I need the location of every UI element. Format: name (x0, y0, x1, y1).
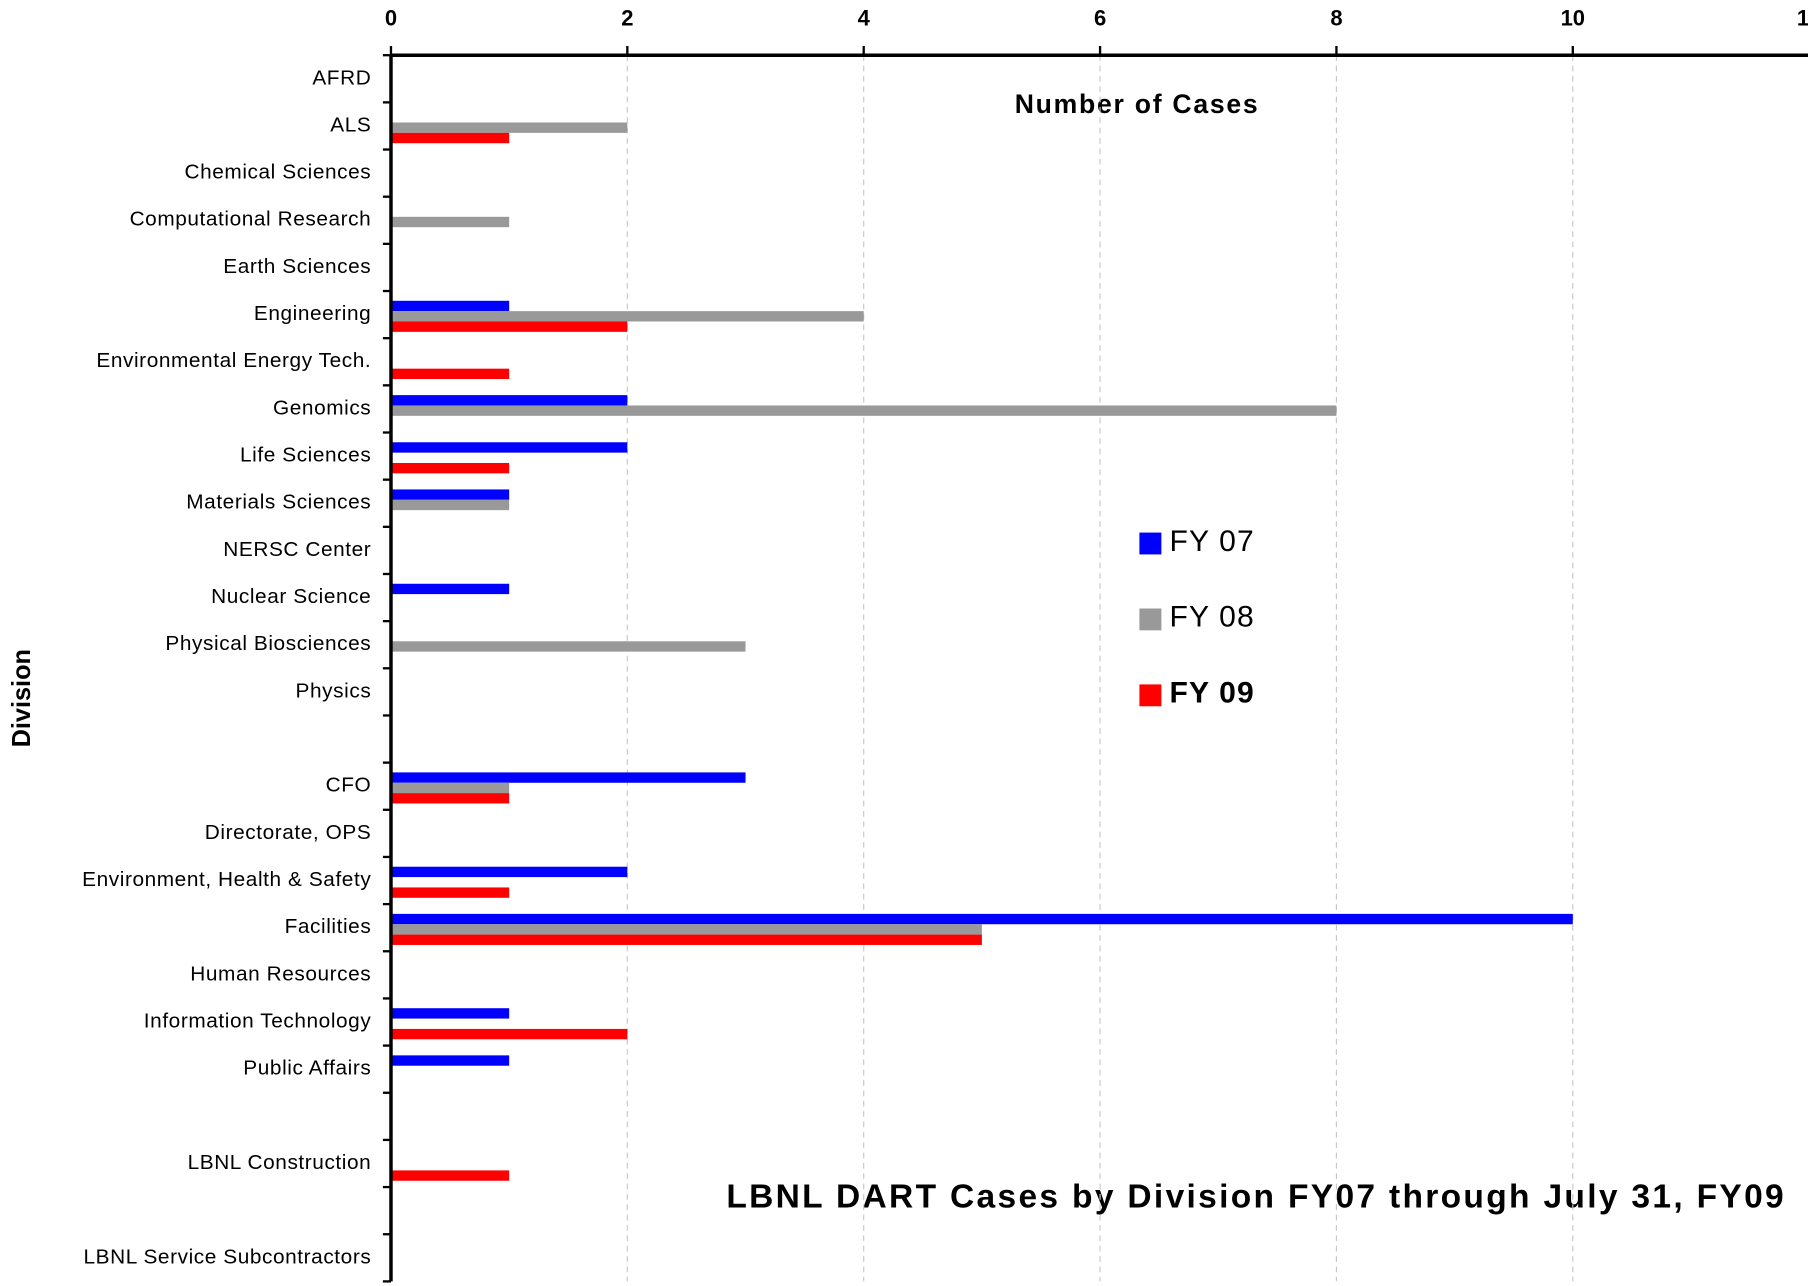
x-tick-label: 4 (858, 5, 871, 30)
y-tick-label: Public Affairs (243, 1057, 371, 1080)
y-tick-label: Environment, Health & Safety (82, 868, 371, 891)
x-tick-label: 10 (1561, 5, 1585, 30)
bar (390, 1008, 510, 1019)
y-tick-label: Life Sciences (240, 444, 371, 467)
y-axis-label: Division (8, 649, 36, 747)
y-tick-label: CFO (326, 774, 372, 797)
x-axis-label: Number of Cases (1015, 89, 1260, 119)
bar (390, 887, 510, 898)
bar (390, 1055, 510, 1066)
bar (390, 462, 510, 474)
y-tick-label: Chemical Sciences (185, 161, 372, 184)
bar (390, 1028, 628, 1040)
y-tick-label: AFRD (312, 66, 371, 89)
chart-title: LBNL DART Cases by Division FY07 through… (726, 1178, 1786, 1215)
legend-entry: FY 07 (1169, 525, 1254, 558)
bar (390, 772, 746, 783)
y-tick-label: LBNL Construction (188, 1151, 372, 1174)
bar (390, 641, 746, 652)
bar (390, 132, 510, 144)
y-tick-label: Earth Sciences (223, 255, 371, 278)
y-tick-label: Genomics (273, 396, 371, 419)
x-tick-label: 12 (1797, 5, 1808, 30)
y-tick-label: Human Resources (190, 962, 371, 985)
bar (390, 405, 1337, 416)
legend-swatch (1139, 684, 1162, 707)
legend-entry: FY 09 (1169, 677, 1254, 710)
legend-swatch (1139, 608, 1162, 631)
bar (390, 913, 1573, 925)
y-tick-label: Physics (296, 679, 372, 702)
bar (390, 311, 864, 322)
y-tick-label: Physical Biosciences (165, 632, 371, 655)
x-tick-label: 0 (385, 5, 397, 30)
bar (390, 866, 628, 878)
bar (390, 122, 628, 133)
x-tick-label: 8 (1330, 5, 1342, 30)
y-tick-label: Computational Research (130, 208, 372, 231)
y-tick-label: Facilities (285, 915, 372, 938)
legend-swatch (1139, 532, 1162, 555)
x-tick-label: 2 (621, 5, 633, 30)
y-tick-label: Environmental Energy Tech. (96, 349, 371, 372)
bar (390, 368, 510, 380)
bar (390, 489, 510, 500)
legend-entry: FY 08 (1169, 601, 1254, 634)
bar (390, 1170, 510, 1181)
bar (390, 793, 510, 804)
bar (390, 321, 628, 332)
y-tick-label: LBNL Service Subcontractors (84, 1245, 372, 1268)
y-tick-label: Engineering (254, 302, 371, 325)
y-tick-label: NERSC Center (223, 538, 371, 561)
bar (390, 395, 628, 406)
bar (390, 442, 628, 453)
bar (390, 583, 510, 595)
y-tick-label: Nuclear Science (211, 585, 371, 608)
bar (390, 300, 510, 312)
y-tick-label: Materials Sciences (186, 491, 371, 514)
bar (390, 216, 510, 228)
bar (390, 782, 510, 794)
y-tick-label: Information Technology (144, 1010, 372, 1033)
bar (390, 934, 982, 945)
y-tick-label: Directorate, OPS (205, 821, 372, 844)
y-tick-label: ALS (330, 113, 371, 136)
bar (390, 924, 982, 935)
bar (390, 499, 510, 511)
x-tick-label: 6 (1094, 5, 1106, 30)
